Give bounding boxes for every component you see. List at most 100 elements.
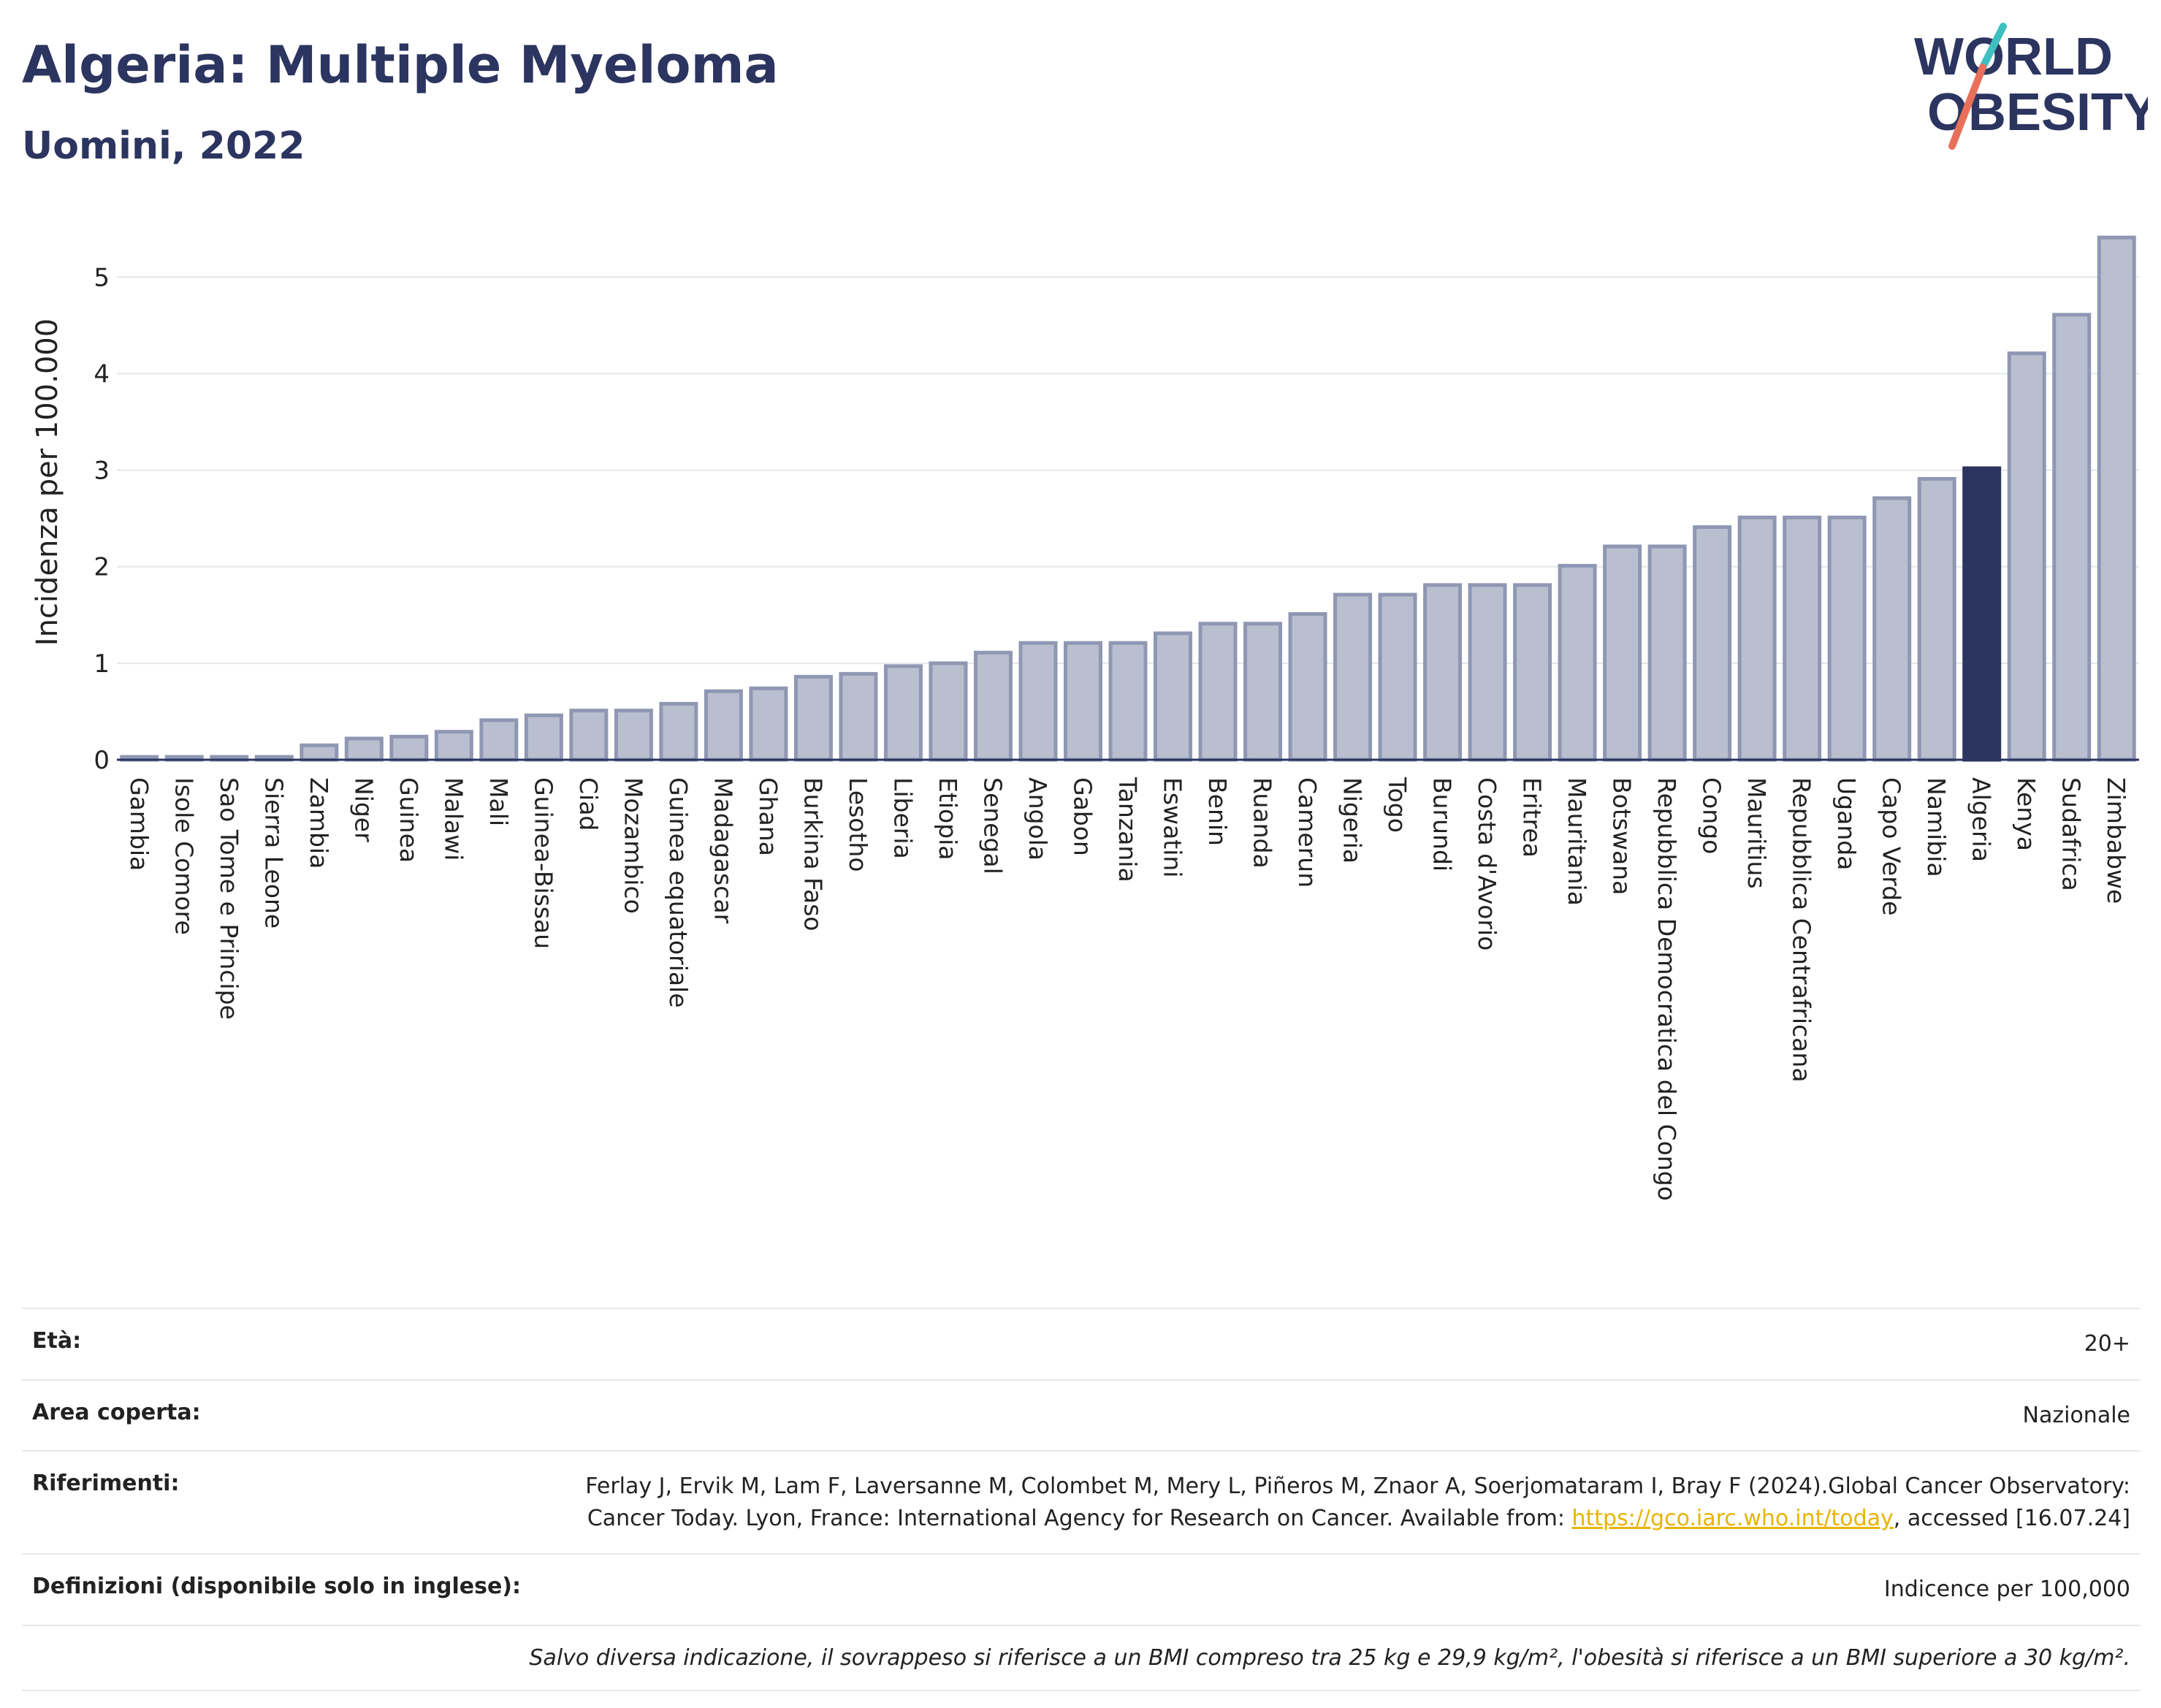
x-tick-label: Zambia: [305, 777, 333, 869]
references-value: Ferlay J, Ervik M, Lam F, Laversanne M, …: [554, 1450, 2141, 1554]
x-tick-label: Isole Comore: [169, 777, 198, 935]
bar-highlighted: [1962, 466, 2002, 762]
bar: [1333, 592, 1373, 762]
x-tick-label: Sierra Leone: [259, 777, 288, 929]
bar: [1198, 622, 1238, 762]
y-tick-label: 3: [94, 457, 110, 486]
bar: [1423, 583, 1463, 762]
x-tick-label: Repubblica Democratica del Congo: [1653, 777, 1681, 1201]
x-tick-label: Lesotho: [844, 777, 872, 872]
bar: [2007, 351, 2046, 762]
info-row-references: Riferimenti: Ferlay J, Ervik M, Lam F, L…: [22, 1450, 2141, 1554]
world-obesity-logo: WORLD OBESITY: [1914, 23, 2148, 150]
x-tick-label: Sao Tome e Principe: [215, 777, 243, 1020]
area-value: Nazionale: [554, 1379, 2141, 1451]
bar: [389, 734, 429, 762]
bar: [1108, 641, 1148, 762]
x-tick-label: Mauritius: [1742, 777, 1771, 889]
bar: [479, 718, 519, 762]
x-tick-label: Gambia: [125, 777, 153, 871]
x-tick-label: Niger: [349, 777, 378, 842]
bar: [1243, 622, 1283, 762]
bar: [434, 730, 473, 762]
x-tick-label: Guinea: [395, 777, 423, 863]
bar: [1693, 525, 1732, 762]
bar: [2052, 313, 2092, 762]
x-tick-label: Gabon: [1068, 777, 1097, 856]
bar: [793, 674, 833, 762]
x-tick-label: Uganda: [1832, 777, 1861, 870]
bar: [659, 701, 698, 762]
bar: [1647, 544, 1687, 762]
x-tick-label: Liberia: [888, 777, 917, 859]
x-tick-label: Repubblica Centrafricana: [1788, 777, 1816, 1083]
bar: [704, 689, 743, 762]
x-tick-label: Madagascar: [709, 777, 737, 924]
info-row-note: Salvo diversa indicazione, il sovrappeso…: [22, 1624, 2141, 1691]
x-tick-label: Angola: [1024, 777, 1052, 861]
x-tick-label: Guinea equatoriale: [664, 777, 693, 1008]
x-tick-label: Nigeria: [1338, 777, 1367, 863]
x-tick-label: Burkina Faso: [799, 777, 827, 931]
x-tick-label: Mali: [484, 777, 513, 826]
x-tick-label: Etiopia: [934, 777, 962, 861]
bar: [569, 709, 609, 762]
bar: [1468, 583, 1507, 762]
bar: [614, 709, 653, 762]
y-tick-label: 1: [94, 649, 110, 679]
y-tick-label: 0: [94, 746, 110, 775]
bar: [344, 736, 384, 762]
x-tick-label: Zimbabwe: [2102, 777, 2130, 904]
references-link[interactable]: https://gco.iarc.who.int/today: [1571, 1505, 1894, 1531]
x-tick-label: Guinea-Bissau: [529, 777, 557, 949]
bar-chart: 0 1 2 3 4 5 Incidenza per 100.000 Gambia Isole…: [31, 235, 2139, 1201]
x-tick-label: Capo Verde: [1878, 777, 1906, 915]
bar: [1737, 515, 1777, 762]
bar: [1827, 515, 1867, 762]
bar: [1288, 611, 1327, 762]
x-tick-label: Kenya: [2012, 777, 2040, 851]
x-tick-label: Mauritania: [1563, 777, 1591, 906]
x-tick-label: Eritrea: [1518, 777, 1547, 858]
x-tick-label: Burundi: [1428, 777, 1457, 872]
bar: [524, 713, 563, 762]
x-tick-label: Ciad: [574, 777, 603, 831]
age-label: Età:: [22, 1308, 554, 1380]
references-accessed: , accessed [16.07.24]: [1893, 1505, 2130, 1531]
definitions-label: Definizioni (disponibile solo in inglese…: [22, 1553, 554, 1625]
y-axis-label: Incidenza per 100.000: [31, 319, 64, 646]
bar: [1872, 496, 1912, 762]
bar: [839, 671, 878, 762]
y-tick-label: 4: [94, 359, 110, 389]
bar: [1783, 515, 1822, 762]
bar: [1917, 476, 1956, 762]
page-subtitle: Uomini, 2022: [22, 124, 305, 168]
x-tick-label: Tanzania: [1113, 777, 1142, 882]
bar: [1603, 544, 1642, 762]
bar: [1018, 641, 1058, 762]
bar: [1154, 631, 1193, 762]
info-row-definitions: Definizioni (disponibile solo in inglese…: [22, 1553, 2141, 1625]
x-tick-label: Sudafrica: [2057, 777, 2086, 891]
page-title: Algeria: Multiple Myeloma: [22, 35, 779, 95]
x-tick-label: Botswana: [1608, 777, 1636, 895]
x-tick-label: Malawi: [439, 777, 468, 861]
x-axis-labels: Gambia Isole Comore Sao Tome e Principe Sie…: [125, 777, 2130, 1201]
bar: [929, 661, 968, 762]
x-tick-label: Algeria: [1967, 777, 1996, 862]
x-tick-label: Mozambico: [619, 777, 647, 914]
x-tick-label: Ruanda: [1249, 777, 1277, 869]
age-value: 20+: [554, 1308, 2141, 1380]
area-label: Area coperta:: [22, 1379, 554, 1451]
definitions-value: Indicence per 100,000: [554, 1553, 2141, 1625]
bar: [973, 650, 1013, 762]
bar: [1513, 583, 1552, 762]
bar: [883, 664, 923, 762]
bar: [1063, 641, 1102, 762]
references-text: Ferlay J, Ervik M, Lam F, Laversanne M, …: [585, 1473, 2130, 1531]
bars: [120, 235, 2136, 762]
references-label: Riferimenti:: [22, 1450, 554, 1554]
x-tick-label: Ghana: [754, 777, 782, 856]
x-tick-label: Camerun: [1293, 777, 1322, 888]
x-tick-label: Senegal: [978, 777, 1007, 874]
